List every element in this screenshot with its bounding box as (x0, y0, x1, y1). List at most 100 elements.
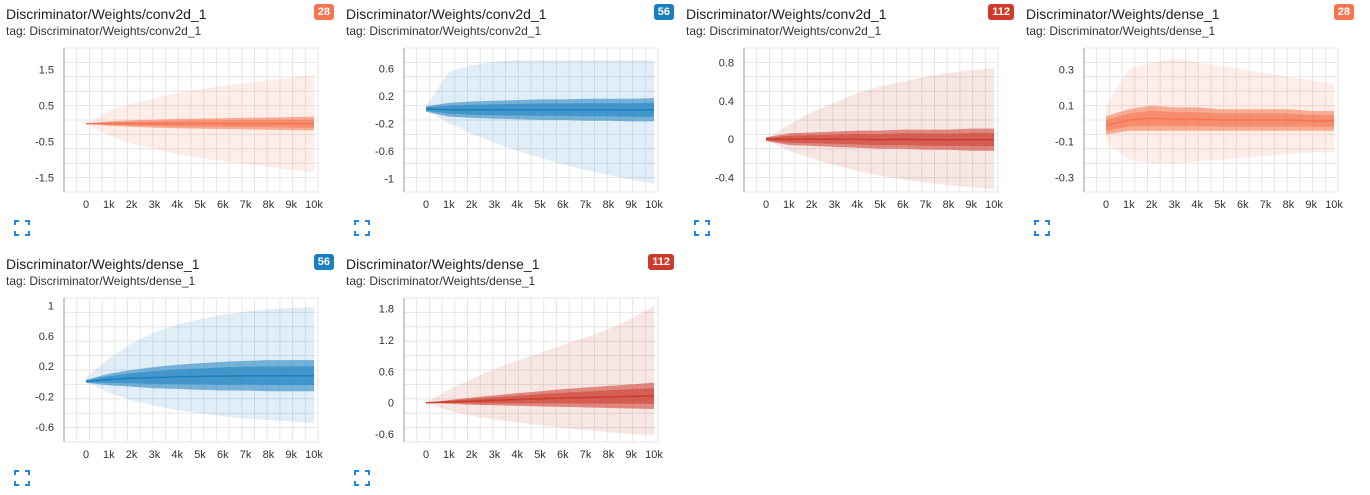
chart-card: Discriminator/Weights/dense_1 tag: Discr… (0, 250, 334, 495)
x-tick-label: 10k (645, 199, 663, 211)
y-tick-label: -0.1 (1055, 137, 1074, 149)
x-tick-label: 9k (285, 199, 297, 211)
y-tick-label: 0.6 (379, 366, 394, 378)
chart-title: Discriminator/Weights/conv2d_1 (346, 6, 547, 22)
chart-tag: tag: Discriminator/Weights/dense_1 (1026, 24, 1216, 38)
grid (63, 47, 319, 193)
y-tick-label: 1.5 (39, 65, 54, 77)
run-badge: 56 (313, 254, 334, 270)
x-tick-label: 1k (783, 199, 795, 211)
chart-card: Discriminator/Weights/dense_1 tag: Discr… (1020, 0, 1354, 245)
x-tick-label: 5k (534, 199, 546, 211)
x-tick-label: 5k (874, 199, 886, 211)
expand-icon[interactable] (354, 220, 370, 236)
x-tick-label: 5k (534, 449, 546, 461)
chart-tag: tag: Discriminator/Weights/dense_1 (346, 274, 536, 288)
x-tick-label: 9k (285, 449, 297, 461)
x-tick-label: 4k (171, 199, 183, 211)
x-tick-label: 8k (603, 199, 615, 211)
y-tick-label: 0.2 (379, 91, 394, 103)
run-badge: 112 (648, 254, 674, 270)
chart-title: Discriminator/Weights/conv2d_1 (686, 6, 887, 22)
expand-icon[interactable] (694, 220, 710, 236)
grid (743, 47, 999, 193)
x-tick-label: 9k (965, 199, 977, 211)
y-tick-label: 1.2 (379, 335, 394, 347)
x-tick-label: 9k (625, 449, 637, 461)
x-tick-label: 1k (103, 199, 115, 211)
x-tick-label: 4k (851, 199, 863, 211)
x-tick-label: 4k (511, 449, 523, 461)
chart-title: Discriminator/Weights/conv2d_1 (6, 6, 207, 22)
x-tick-label: 2k (806, 199, 818, 211)
x-tick-label: 2k (126, 449, 138, 461)
x-tick-label: 7k (240, 449, 252, 461)
median-line (85, 374, 314, 383)
run-badge: 28 (1333, 4, 1354, 20)
x-tick-label: 3k (1169, 199, 1181, 211)
chart-tag: tag: Discriminator/Weights/conv2d_1 (346, 24, 542, 38)
grid (403, 47, 659, 193)
expand-icon[interactable] (354, 470, 370, 486)
median-band (426, 388, 654, 404)
x-tick-label: 2k (466, 449, 478, 461)
x-tick-label: 9k (625, 199, 637, 211)
y-tick-label: 0.5 (39, 101, 54, 113)
chart-plot: 1.8 1.2 0.6 0 -0.6 0 1k 2k 3k 4k 5k 6k 7k 8k 9k 10k (375, 297, 663, 461)
expand-icon[interactable] (14, 220, 30, 236)
x-tick-label: 8k (263, 199, 275, 211)
chart-card: Discriminator/Weights/conv2d_1 tag: Disc… (680, 0, 1014, 245)
y-tick-label: 0.2 (39, 361, 54, 373)
y-tick-label: -0.6 (35, 422, 54, 434)
x-tick-label: 8k (1283, 199, 1295, 211)
x-tick-label: 8k (603, 449, 615, 461)
expand-icon[interactable] (14, 470, 30, 486)
expand-icon[interactable] (1034, 220, 1050, 236)
chart-title: Discriminator/Weights/dense_1 (1026, 6, 1220, 22)
x-tick-label: 8k (943, 199, 955, 211)
y-tick-label: -0.4 (715, 173, 734, 185)
x-tick-label: 0 (423, 449, 429, 461)
median-line (425, 395, 655, 404)
x-tick-label: 0 (83, 449, 89, 461)
chart-card: Discriminator/Weights/dense_1 tag: Discr… (340, 250, 674, 495)
x-tick-label: 4k (1191, 199, 1203, 211)
y-tick-label: -0.2 (375, 118, 394, 130)
x-tick-label: 10k (305, 449, 323, 461)
chart-title: Discriminator/Weights/dense_1 (6, 256, 200, 272)
x-tick-label: 6k (217, 449, 229, 461)
x-tick-label: 0 (83, 199, 89, 211)
x-tick-label: 6k (557, 199, 569, 211)
y-tick-label: 0 (388, 398, 394, 410)
y-tick-label: -0.2 (35, 392, 54, 404)
chart-tag: tag: Discriminator/Weights/conv2d_1 (6, 24, 202, 38)
y-tick-label: 0.8 (719, 57, 734, 69)
x-tick-label: 7k (580, 199, 592, 211)
chart-tag: tag: Discriminator/Weights/conv2d_1 (686, 24, 882, 38)
median-line (766, 138, 994, 141)
y-tick-label: 0 (728, 134, 734, 146)
x-tick-label: 8k (263, 449, 275, 461)
y-tick-label: -0.6 (375, 429, 394, 441)
x-tick-label: 7k (580, 449, 592, 461)
x-tick-label: 6k (557, 449, 569, 461)
y-tick-label: 0.6 (379, 64, 394, 76)
x-tick-label: 5k (194, 199, 206, 211)
y-tick-label: 0.4 (719, 96, 734, 108)
y-tick-label: 1.8 (379, 303, 394, 315)
outer-band (426, 60, 654, 184)
x-tick-label: 6k (1237, 199, 1249, 211)
x-tick-label: 2k (1146, 199, 1158, 211)
chart-plot: 0.3 0.1 -0.1 -0.3 0 1k 2k 3k 4k 5k 6k 7k 8k 9k 10k (1055, 47, 1343, 211)
x-tick-label: 1k (1123, 199, 1135, 211)
x-tick-label: 3k (829, 199, 841, 211)
x-tick-label: 10k (645, 449, 663, 461)
y-tick-label: 0.3 (1059, 65, 1074, 77)
y-tick-label: -0.6 (375, 146, 394, 158)
x-tick-label: 7k (1260, 199, 1272, 211)
x-tick-label: 3k (149, 199, 161, 211)
x-tick-label: 7k (920, 199, 932, 211)
chart-card: Discriminator/Weights/conv2d_1 tag: Disc… (0, 0, 334, 245)
y-tick-label: 0.6 (39, 331, 54, 343)
grid (403, 297, 659, 443)
